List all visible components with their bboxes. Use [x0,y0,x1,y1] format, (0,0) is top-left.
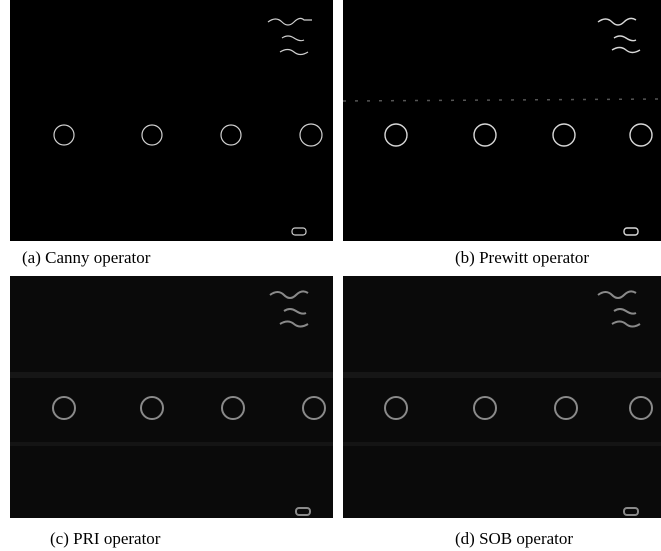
panel-a [10,0,333,241]
panel-d [343,276,661,518]
caption: (a) Canny operator [22,248,151,267]
figure: (a) Canny operator (b) Prewitt operator … [0,0,661,551]
caption: (c) PRI operator [50,529,161,548]
caption: (b) Prewitt operator [455,248,589,267]
caption: (d) SOB operator [455,529,573,548]
panel-b [343,0,661,241]
panel-c [10,276,333,518]
